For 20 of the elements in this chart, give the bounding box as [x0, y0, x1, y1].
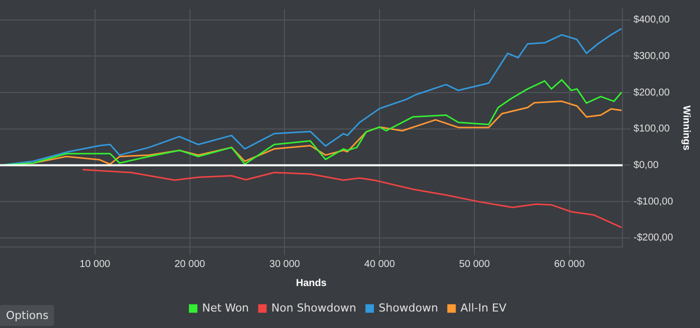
y-axis-title: Winnings [680, 106, 692, 151]
x-tick-label: 50 000 [459, 258, 490, 270]
y-tick-label: -$100,00 [634, 196, 674, 208]
legend-label: All-In EV [460, 301, 507, 314]
y-tick-label: $400,00 [634, 14, 670, 26]
x-tick-label: 10 000 [80, 258, 111, 270]
x-tick-label: 30 000 [269, 258, 300, 270]
x-tick-label: 40 000 [364, 258, 396, 270]
x-axis-title: Hands [296, 278, 327, 289]
y-tick-label: $0,00 [634, 160, 659, 171]
x-tick-label: 20 000 [174, 258, 206, 270]
y-tick-label: -$200,00 [634, 232, 674, 244]
y-tick-label: $200,00 [634, 87, 670, 98]
y-tick-label: $300,00 [634, 50, 670, 62]
y-tick-label: $100,00 [634, 124, 670, 135]
legend-label: Net Won [202, 301, 249, 314]
x-tick-label: 60 000 [554, 258, 586, 270]
legend-label: Non Showdown [271, 301, 356, 314]
legend-label: Showdown [378, 301, 438, 314]
options-button: Options [0, 305, 54, 326]
